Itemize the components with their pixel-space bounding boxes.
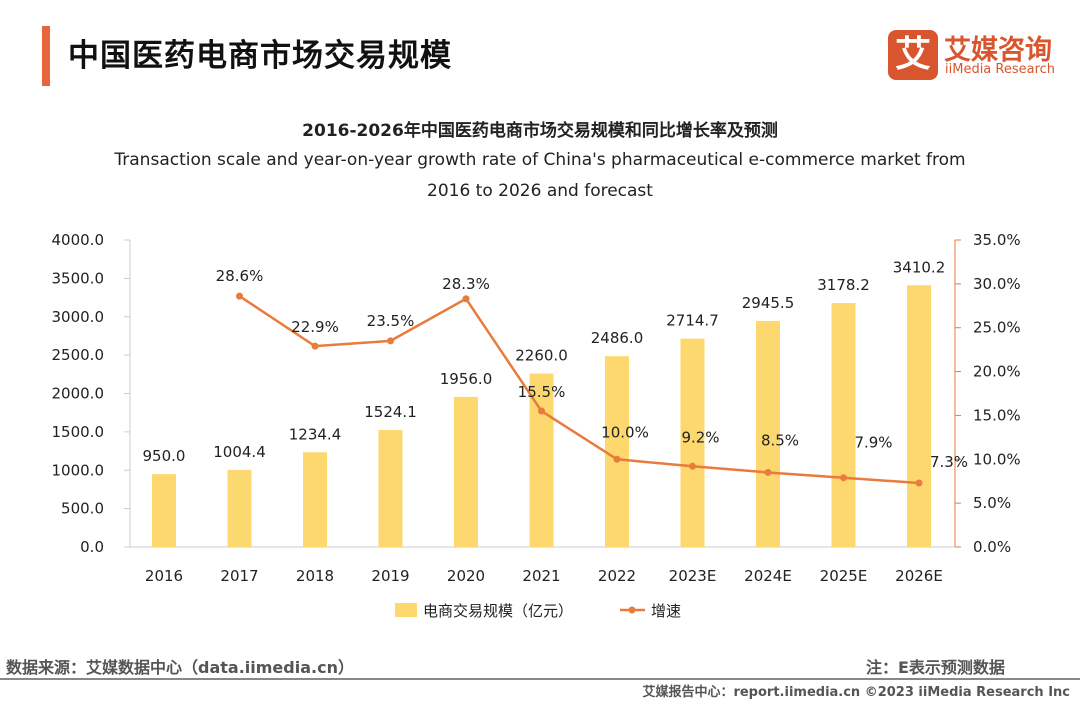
growth-point — [236, 292, 243, 300]
growth-label: 23.5% — [367, 312, 415, 330]
bar — [756, 320, 780, 547]
x-tick-label: 2020 — [447, 567, 485, 585]
growth-label: 9.2% — [681, 428, 719, 446]
x-tick-label: 2022 — [598, 567, 636, 585]
y-left-tick-label: 3000.0 — [52, 308, 105, 326]
growth-label: 28.6% — [216, 267, 264, 285]
legend-line-marker — [628, 606, 636, 614]
y-left-tick-label: 1000.0 — [52, 461, 105, 479]
chart-title: 2016-2026年中国医药电商市场交易规模和同比增长率及预测 — [302, 121, 778, 141]
page-title: 中国医药电商市场交易规模 — [68, 38, 452, 74]
y-right-tick-label: 20.0% — [973, 363, 1021, 381]
bar — [907, 285, 931, 547]
legend-bar-label: 电商交易规模（亿元） — [423, 602, 573, 620]
legend-line-label: 增速 — [651, 602, 681, 620]
bar — [605, 356, 629, 547]
data-source: 数据来源：艾媒数据中心（data.iimedia.cn） — [6, 658, 354, 677]
chart-subtitle: Transaction scale and year-on-year growt… — [114, 150, 966, 170]
y-right-tick-label: 5.0% — [973, 494, 1011, 512]
bar — [152, 474, 176, 547]
y-left-tick-label: 500.0 — [61, 500, 104, 518]
logo-en: iiMedia Research — [945, 62, 1056, 77]
bar-label: 2945.5 — [742, 294, 795, 312]
bar-label: 2260.0 — [515, 347, 568, 365]
growth-label: 10.0% — [601, 423, 649, 441]
bar-label: 2486.0 — [591, 329, 644, 347]
growth-label: 7.3% — [930, 453, 968, 471]
legend-bar-swatch — [395, 603, 417, 617]
x-tick-label: 2017 — [220, 567, 258, 585]
bar — [831, 303, 856, 547]
y-left-tick-label: 3500.0 — [52, 269, 105, 287]
bar-label: 1956.0 — [440, 370, 493, 388]
logo-mark: 艾 — [888, 30, 938, 80]
bar-label: 3178.2 — [817, 276, 870, 294]
y-left-tick-label: 1500.0 — [52, 423, 105, 441]
growth-line — [238, 295, 920, 485]
y-right-tick-label: 10.0% — [973, 450, 1021, 468]
growth-label: 28.3% — [442, 275, 490, 293]
x-tick-label: 2026E — [895, 567, 943, 585]
y-left-tick-label: 2000.0 — [52, 385, 105, 403]
logo: 艾 艾媒咨询 iiMedia Research — [888, 30, 1078, 82]
growth-label: 7.9% — [854, 434, 892, 452]
bar-label: 3410.2 — [893, 258, 946, 276]
growth-point — [387, 337, 394, 345]
y-left-tick-label: 4000.0 — [52, 231, 105, 249]
growth-point — [915, 479, 923, 487]
bar — [303, 452, 327, 547]
growth-point — [764, 468, 772, 476]
x-tick-label: 2025E — [820, 567, 868, 585]
y-right-tick-label: 15.0% — [973, 406, 1021, 424]
x-tick-label: 2019 — [371, 567, 409, 585]
bar-label: 2714.7 — [666, 312, 719, 330]
forecast-note: 注：E表示预测数据 — [866, 658, 1005, 677]
growth-label: 22.9% — [291, 318, 339, 336]
growth-point — [689, 462, 696, 470]
bar-label: 1004.4 — [213, 443, 266, 461]
x-tick-label: 2024E — [744, 567, 792, 585]
x-tick-label: 2021 — [522, 567, 560, 585]
y-right-tick-label: 25.0% — [973, 319, 1021, 337]
x-tick-label: 2018 — [296, 567, 334, 585]
chart-subtitle-2: 2016 to 2026 and forecast — [427, 181, 653, 201]
growth-label: 8.5% — [761, 431, 799, 449]
title-accent-bar — [42, 26, 50, 86]
bar — [529, 373, 554, 547]
bar-label: 1234.4 — [289, 425, 342, 443]
logo-cn: 艾媒咨询 — [944, 35, 1052, 66]
y-right-tick-label: 35.0% — [973, 231, 1021, 249]
growth-point — [311, 342, 319, 350]
bar — [227, 469, 252, 547]
divider — [0, 678, 1080, 680]
y-left-tick-label: 0.0 — [80, 538, 104, 556]
bar — [680, 338, 705, 547]
growth-point — [613, 455, 621, 463]
bar — [378, 430, 403, 547]
growth-point — [462, 295, 470, 303]
bar-label: 950.0 — [143, 447, 186, 465]
bar — [454, 396, 478, 547]
copyright: 艾媒报告中心：report.iimedia.cn ©2023 iiMedia R… — [642, 685, 1070, 700]
bar-label: 1524.1 — [364, 403, 417, 421]
x-tick-label: 2023E — [669, 567, 717, 585]
y-right-tick-label: 0.0% — [973, 538, 1011, 556]
growth-point — [538, 407, 545, 415]
growth-point — [840, 474, 847, 482]
y-right-tick-label: 30.0% — [973, 275, 1021, 293]
growth-label: 15.5% — [518, 383, 566, 401]
y-left-tick-label: 2500.0 — [52, 346, 105, 364]
x-tick-label: 2016 — [145, 567, 183, 585]
